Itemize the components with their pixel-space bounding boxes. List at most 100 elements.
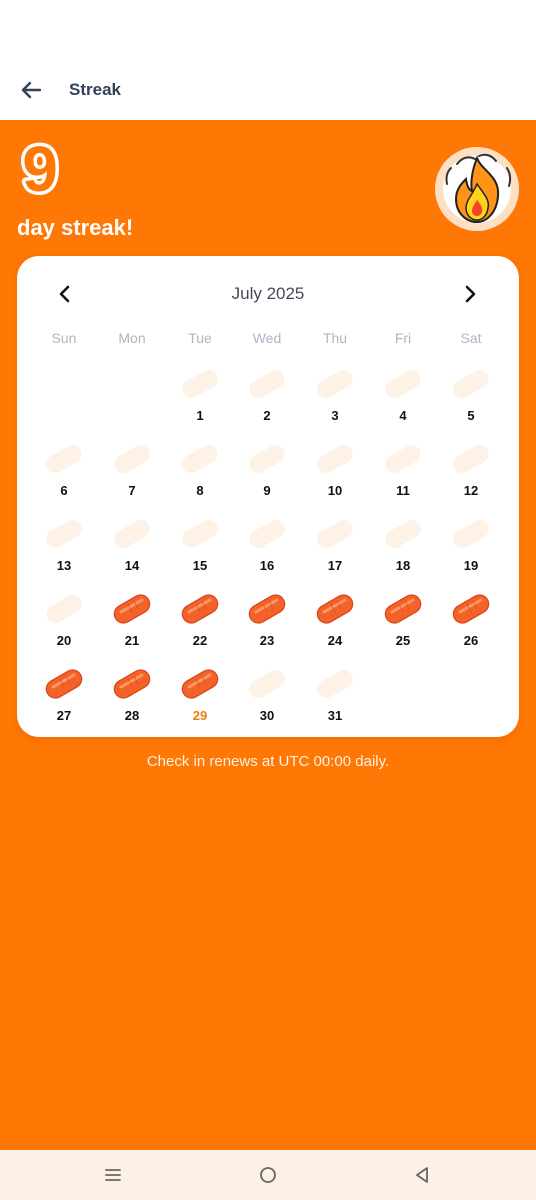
chevron-right-icon	[465, 285, 476, 303]
weekday-label: Sat	[460, 330, 482, 346]
empty-pill-icon	[114, 445, 150, 473]
calendar-day-15[interactable]: 15	[170, 515, 230, 575]
day-number: 31	[327, 708, 343, 723]
calendar-day-25[interactable]: 25	[373, 590, 433, 650]
day-number: 9	[263, 483, 271, 498]
weekday-label: Mon	[118, 330, 146, 346]
calendar-day-24[interactable]: 24	[305, 590, 365, 650]
day-number: 19	[463, 558, 479, 573]
empty-pill-icon	[317, 670, 353, 698]
home-button[interactable]	[253, 1162, 283, 1188]
checked-pill-icon	[181, 669, 219, 699]
page-title: Streak	[69, 80, 121, 99]
calendar-day-17[interactable]: 17	[305, 515, 365, 575]
empty-pill-icon	[46, 520, 82, 548]
empty-pill-icon	[46, 595, 82, 623]
calendar-day-18[interactable]: 18	[373, 515, 433, 575]
weekday-label: Wed	[252, 330, 282, 346]
day-number: 13	[56, 558, 72, 573]
calendar-day-4[interactable]: 4	[373, 365, 433, 425]
day-number: 23	[259, 633, 275, 648]
empty-pill-icon	[385, 520, 421, 548]
day-number: 17	[327, 558, 343, 573]
calendar-day-11[interactable]: 11	[373, 440, 433, 500]
calendar-day-31[interactable]: 31	[305, 665, 365, 725]
calendar-day-16[interactable]: 16	[237, 515, 297, 575]
day-number: 5	[467, 408, 475, 423]
calendar-day-13[interactable]: 13	[34, 515, 94, 575]
calendar-day-12[interactable]: 12	[441, 440, 501, 500]
streak-label: day streak!	[17, 215, 134, 240]
calendar-day-19[interactable]: 19	[441, 515, 501, 575]
day-number: 20	[56, 633, 72, 648]
day-number: 1	[196, 408, 204, 423]
prev-month-button[interactable]	[51, 280, 79, 308]
svg-text:9: 9	[22, 137, 58, 203]
calendar-day-30[interactable]: 30	[237, 665, 297, 725]
empty-pill-icon	[249, 520, 285, 548]
calendar-day-20[interactable]: 20	[34, 590, 94, 650]
calendar-day-2[interactable]: 2	[237, 365, 297, 425]
chevron-left-icon	[59, 285, 70, 303]
fire-icon	[435, 147, 519, 231]
calendar-day-14[interactable]: 14	[102, 515, 162, 575]
day-number: 26	[463, 633, 479, 648]
calendar-day-1[interactable]: 1	[170, 365, 230, 425]
calendar-day-26[interactable]: 26	[441, 590, 501, 650]
back-triangle-icon	[416, 1167, 428, 1183]
next-month-button[interactable]	[456, 280, 484, 308]
home-circle-icon	[260, 1167, 276, 1183]
recent-apps-button[interactable]	[98, 1162, 128, 1188]
day-number: 8	[196, 483, 204, 498]
calendar-day-6[interactable]: 6	[34, 440, 94, 500]
weekday-label: Thu	[322, 330, 348, 346]
day-number: 11	[396, 483, 410, 498]
system-back-button[interactable]	[407, 1162, 437, 1188]
check-in-note: Check in renews at UTC 00:00 daily.	[146, 753, 390, 770]
weekday-label: Tue	[188, 330, 212, 346]
checked-pill-icon	[452, 594, 490, 624]
back-button[interactable]	[14, 74, 48, 106]
empty-pill-icon	[317, 520, 353, 548]
checked-pill-icon	[113, 594, 151, 624]
empty-pill-icon	[453, 520, 489, 548]
empty-pill-icon	[385, 445, 421, 473]
calendar-day-10[interactable]: 10	[305, 440, 365, 500]
empty-pill-icon	[249, 370, 285, 398]
calendar-day-5[interactable]: 5	[441, 365, 501, 425]
empty-pill-icon	[385, 370, 421, 398]
calendar-day-27[interactable]: 27	[34, 665, 94, 725]
app-header: Streak	[0, 0, 536, 120]
empty-pill-icon	[249, 445, 285, 473]
empty-pill-icon	[317, 370, 353, 398]
checked-pill-icon	[45, 669, 83, 699]
empty-pill-icon	[182, 445, 218, 473]
day-number: 4	[399, 408, 407, 423]
day-number: 6	[60, 483, 68, 498]
calendar-day-9[interactable]: 9	[237, 440, 297, 500]
calendar-day-28[interactable]: 28	[102, 665, 162, 725]
calendar-day-3[interactable]: 3	[305, 365, 365, 425]
day-number: 22	[192, 633, 208, 648]
calendar-day-7[interactable]: 7	[102, 440, 162, 500]
calendar-day-29[interactable]: 29	[170, 665, 230, 725]
day-number: 18	[395, 558, 411, 573]
menu-icon	[105, 1169, 121, 1181]
calendar-day-23[interactable]: 23	[237, 590, 297, 650]
weekday-label: Fri	[394, 330, 412, 346]
day-number: 10	[327, 483, 343, 498]
month-label: July 2025	[231, 284, 305, 303]
calendar-day-21[interactable]: 21	[102, 590, 162, 650]
calendar-day-22[interactable]: 22	[170, 590, 230, 650]
day-number: 28	[124, 708, 140, 723]
day-number: 24	[327, 633, 343, 648]
day-number: 2	[263, 408, 271, 423]
calendar-day-8[interactable]: 8	[170, 440, 230, 500]
empty-pill-icon	[182, 520, 218, 548]
day-number: 3	[331, 408, 339, 423]
checked-pill-icon	[316, 594, 354, 624]
arrow-left-icon	[21, 81, 42, 99]
day-number: 27	[56, 708, 72, 723]
day-number: 12	[463, 483, 479, 498]
empty-pill-icon	[182, 370, 218, 398]
